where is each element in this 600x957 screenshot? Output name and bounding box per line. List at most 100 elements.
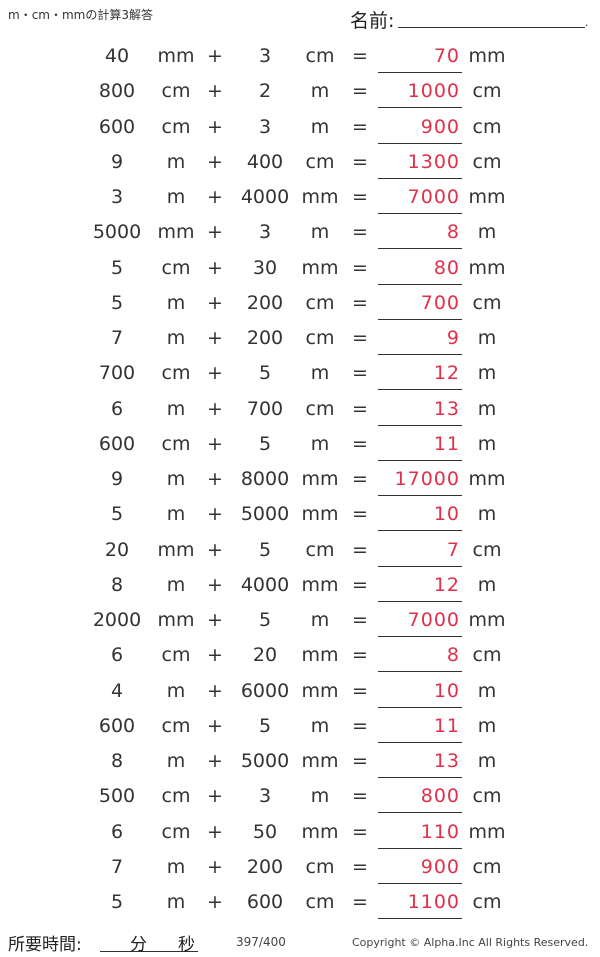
first-unit: cm [161,362,191,385]
answer-value: 13 [433,750,460,772]
answer-value: 8 [446,644,460,667]
problem-row: 7 m +200 cm = 9 m [0,320,600,356]
first-unit: cm [161,80,191,103]
second-number: 400 [246,150,284,173]
answer-unit: mm [468,186,506,208]
equals-sign: = [352,221,368,244]
plus-sign: + [207,45,223,67]
plus-sign: + [207,327,223,349]
answer-line [378,459,462,461]
plus-sign: + [207,573,223,596]
problem-row: 6 cm +50 mm = 110 mm [0,814,600,850]
name-end-mark: . [585,16,589,29]
problem-row: 2000 mm +5 m = 7000 mm [0,602,600,638]
second-unit: cm [305,150,335,173]
name-line[interactable] [398,27,585,28]
equals-sign: = [352,573,368,596]
answer-line [378,741,462,743]
equals-sign: = [352,855,368,878]
first-unit: m [166,855,186,878]
first-unit: m [166,679,186,702]
second-number: 600 [246,891,284,913]
answer-unit: cm [472,150,502,173]
answer-value: 13 [433,397,460,420]
plus-sign: + [207,468,223,490]
second-number: 5 [258,538,272,561]
first-number: 2000 [92,609,142,631]
first-number: 40 [104,45,130,67]
first-unit: m [166,468,186,490]
second-unit: mm [301,644,339,667]
first-unit: m [166,573,186,596]
equals-sign: = [352,256,368,279]
second-unit: cm [305,855,335,878]
doc-title: m・cm・mmの計算3解答 [8,8,153,22]
time-label: 所要時間: [8,935,82,955]
answer-unit: m [477,503,497,526]
answer-line [378,354,462,355]
plus-sign: + [207,256,223,279]
answer-value: 900 [420,115,460,138]
problem-row: 5 m +5000 mm = 10 m [0,496,600,532]
first-number: 5 [110,503,124,526]
answer-line [378,882,462,884]
equals-sign: = [352,150,368,173]
problem-row: 5 m +200 cm = 700 cm [0,285,600,321]
first-unit: cm [161,644,191,667]
problem-row: 20 mm +5 cm = 7 cm [0,532,600,568]
answer-unit: cm [472,115,502,138]
second-unit: mm [301,679,339,702]
first-unit: m [166,291,186,314]
equals-sign: = [352,714,368,737]
first-unit: m [166,327,186,349]
answer-unit: cm [472,891,502,913]
plus-sign: + [207,397,223,420]
answer-line [378,600,462,602]
problem-row: 6 cm +20 mm = 8 cm [0,637,600,673]
equals-sign: = [352,80,368,103]
answer-value: 17000 [394,468,460,490]
plus-sign: + [207,362,223,385]
answer-line [378,72,462,73]
second-number: 3 [258,45,272,67]
answer-value: 7 [446,538,460,561]
answer-unit: mm [468,256,506,279]
plus-sign: + [207,820,223,843]
answer-value: 1300 [407,150,460,173]
equals-sign: = [352,397,368,420]
first-unit: m [166,150,186,173]
second-number: 3 [258,115,272,138]
answer-line [378,706,462,708]
first-unit: m [166,891,186,913]
answer-line [378,918,462,919]
second-number: 5 [258,432,272,455]
second-unit: cm [305,291,335,314]
first-unit: m [166,397,186,420]
answer-unit: m [477,362,497,385]
answer-value: 110 [420,820,460,843]
equals-sign: = [352,820,368,843]
answer-unit: m [477,573,497,596]
answer-value: 700 [420,291,460,314]
problem-row: 5 cm +30 mm = 80 mm [0,250,600,286]
time-line[interactable] [100,951,198,952]
problem-row: 600 cm +3 m = 900 cm [0,109,600,145]
first-number: 600 [98,714,136,737]
answer-line [378,530,462,532]
answer-value: 12 [433,573,460,596]
second-unit: cm [305,45,335,67]
first-unit: cm [161,115,191,138]
seconds-label: 秒 [178,935,195,955]
problem-row: 800 cm +2 m = 1000 cm [0,73,600,109]
second-number: 4000 [240,573,290,596]
first-number: 4 [110,679,124,702]
first-unit: m [166,186,186,208]
second-number: 200 [246,855,284,878]
equals-sign: = [352,750,368,772]
answer-value: 1100 [407,891,460,913]
answer-line [378,495,462,496]
second-unit: m [310,80,330,103]
second-number: 5 [258,609,272,631]
first-unit: cm [161,256,191,279]
second-number: 4000 [240,186,290,208]
